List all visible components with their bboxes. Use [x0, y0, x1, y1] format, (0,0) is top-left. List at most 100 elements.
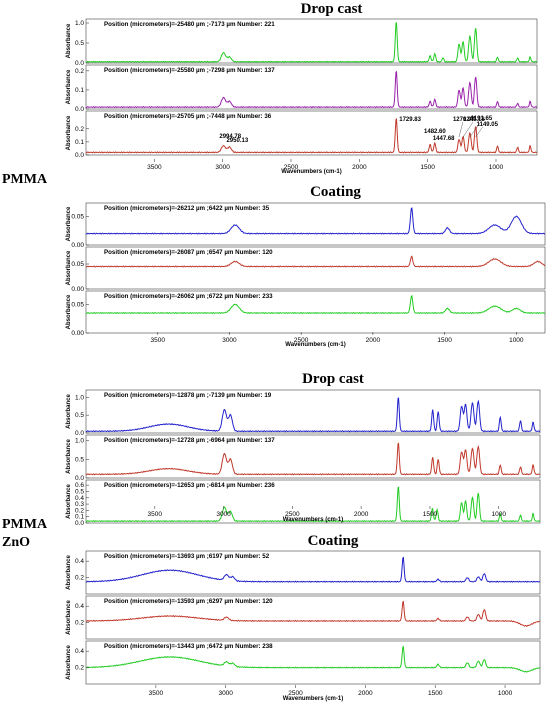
spectrum-line [85, 397, 541, 433]
y-tick-label: 0.00 [71, 286, 84, 293]
y-tick-label: 0.1 [75, 139, 84, 146]
position-label: Position (micrometers)=-26212 µm ;6422 µ… [104, 205, 270, 212]
y-tick-label: 0.0 [75, 430, 84, 437]
y-tick-label: 0.0 [75, 60, 84, 67]
position-label: Position (micrometers)=-13593 µm ;6297 µ… [104, 598, 273, 605]
y-tick-label: 0.3 [75, 501, 84, 508]
x-tick-label: 3500 [150, 337, 165, 344]
annotation-leader [475, 126, 483, 138]
chart-title: Coating [310, 184, 361, 200]
position-label: Position (micrometers)=-26087 µm ;6547 µ… [104, 249, 273, 256]
y-axis-label: Absorbance [66, 394, 72, 429]
y-tick-label: 0.2 [75, 620, 84, 627]
side-label-pmma-zno-2: ZnO [2, 535, 30, 550]
position-label: Position (micrometers)=-25580 µm ;-7298 … [104, 67, 275, 74]
annotation-leader [469, 121, 481, 138]
x-tick-label: 3000 [215, 164, 230, 171]
y-tick-label: 0.2 [75, 575, 84, 582]
x-tick-label: 1000 [489, 164, 504, 171]
panel-frame [85, 290, 546, 334]
peak-annotation: 1241.18 [463, 117, 485, 123]
y-tick-label: 0.0 [75, 475, 84, 482]
x-axis-label: Wavenumbers (cm-1) [281, 169, 341, 175]
chart-title: Drop cast [301, 1, 363, 17]
y-axis-label: Absorbance [66, 23, 72, 58]
peak-annotation: 1729.83 [399, 117, 421, 123]
x-tick-label: 1500 [420, 164, 435, 171]
x-tick-label: 1000 [509, 337, 524, 344]
y-tick-label: 0.4 [75, 495, 84, 502]
spectrum-line [85, 645, 541, 673]
x-tick-label: 2500 [285, 511, 300, 518]
y-tick-label: 0.05 [71, 261, 84, 268]
panel-frame [85, 550, 541, 595]
peak-annotation: 1270.97 [453, 117, 475, 123]
chart-title: Drop cast [302, 371, 364, 387]
y-tick-label: 0.6 [75, 482, 84, 489]
peak-annotation: 1447.68 [433, 136, 455, 142]
y-tick-label: 0.2 [75, 126, 84, 133]
panel-frame [85, 640, 541, 685]
y-tick-label: 0.0 [75, 106, 84, 113]
spectrum-line [85, 70, 538, 109]
panel-frame [85, 64, 538, 110]
position-label: Position (micrometers)=-26062 µm ;6722 µ… [104, 293, 273, 300]
x-tick-label: 3500 [147, 164, 162, 171]
spectrum-line [85, 600, 541, 627]
y-axis-label: Absorbance [66, 250, 72, 285]
panel-frame [85, 479, 541, 524]
x-tick-label: 3000 [216, 511, 231, 518]
position-label: Position (micrometers)=-12653 µm ;-6814 … [104, 482, 275, 489]
y-tick-label: 0.00 [71, 242, 84, 249]
x-tick-label: 1000 [498, 690, 513, 697]
y-tick-label: 1.0 [75, 438, 84, 445]
y-tick-label: 0.4 [75, 648, 84, 655]
y-axis-label: Absorbance [66, 555, 72, 590]
spectrum-line [85, 207, 546, 235]
x-axis-label: Wavenumbers (cm-1) [283, 696, 343, 702]
y-tick-label: 0.1 [75, 514, 84, 521]
y-tick-label: 0.5 [75, 412, 84, 419]
side-label-pmma-zno-1: PMMA [2, 517, 48, 532]
x-tick-label: 3500 [148, 511, 163, 518]
x-axis-label: Wavenumbers (cm-1) [283, 517, 343, 523]
y-tick-label: 0.5 [75, 488, 84, 495]
position-label: Position (micrometers)=-12728 µm ;-6964 … [104, 437, 275, 444]
peak-annotation: 1149.05 [477, 122, 499, 128]
x-tick-label: 2000 [354, 511, 369, 518]
position-label: Position (micrometers)=-25480 µm ;-7173 … [104, 21, 275, 28]
x-tick-label: 2000 [366, 337, 381, 344]
y-tick-label: 0.0 [75, 152, 84, 159]
y-tick-label: 0.0 [75, 520, 84, 527]
y-tick-label: 0.4 [75, 603, 84, 610]
x-tick-label: 1500 [428, 690, 443, 697]
x-tick-label: 2500 [288, 690, 303, 697]
y-tick-label: 0.2 [75, 68, 84, 75]
x-tick-label: 2500 [284, 164, 299, 171]
y-axis-label: Absorbance [66, 600, 72, 635]
panel-frame [85, 595, 541, 640]
y-tick-label: 0.05 [71, 213, 84, 220]
side-label-pmma: PMMA [2, 172, 48, 187]
y-tick-label: 0.2 [75, 665, 84, 672]
y-axis-label: Absorbance [66, 294, 72, 329]
y-tick-label: 0.1 [75, 87, 84, 94]
peak-annotation: 1482.60 [424, 129, 446, 135]
peak-annotation: 1191.65 [471, 116, 493, 122]
spectrum-line [85, 556, 541, 583]
peak-annotation: 2950.13 [226, 138, 248, 144]
spectrum-line [85, 294, 546, 315]
x-tick-label: 3000 [218, 690, 233, 697]
